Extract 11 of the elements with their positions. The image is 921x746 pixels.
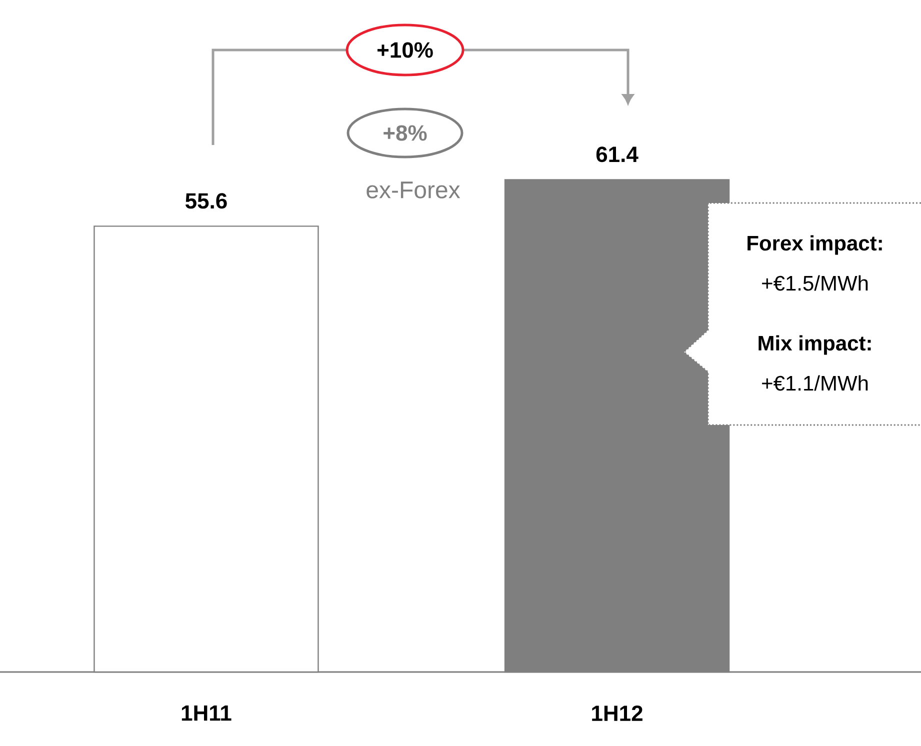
text: +10% xyxy=(377,42,433,58)
annotation: +€1.1/MWh xyxy=(762,375,868,391)
annotation: +€1.5/MWh xyxy=(762,275,868,291)
data-label: 61.4 xyxy=(596,146,638,162)
text: +8% xyxy=(384,125,427,141)
x-tick-label: 1H12 xyxy=(592,706,642,721)
annotation: ex-Forex xyxy=(366,182,460,198)
annotation: Forex impact: xyxy=(748,235,882,255)
x-tick-label: 1H11 xyxy=(182,706,232,721)
data-label: 55.6 xyxy=(185,193,227,209)
annotation: Mix impact: xyxy=(758,335,871,355)
